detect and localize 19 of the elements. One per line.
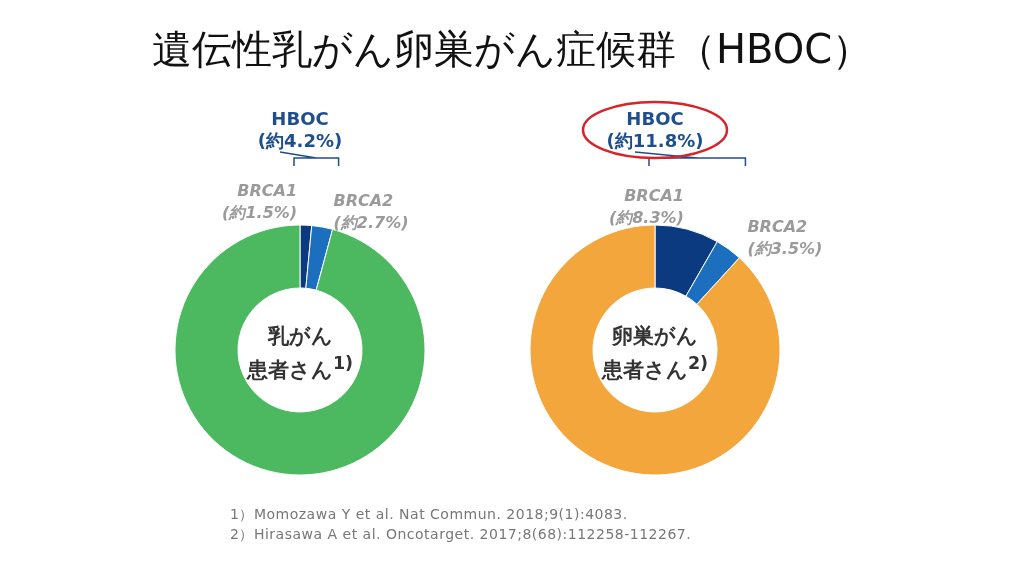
text: (約11.8%) <box>606 130 704 151</box>
text: 卵巣がん <box>612 324 698 348</box>
text: HBOC <box>626 108 684 129</box>
data-label: (約2.7%) <box>333 213 409 233</box>
slice-label: BRCA2 <box>333 191 394 211</box>
text: 患者さん$^{1)}$ <box>246 353 354 382</box>
text: 遺伝性乳がん卵巣がん症候群（HBOC） <box>150 25 874 74</box>
data-label: (約3.5%) <box>747 238 823 258</box>
data-label: (約8.3%) <box>608 208 684 228</box>
slice-label: BRCA1 <box>237 181 298 201</box>
text: 2）Hirasawa A et al. Oncotarget. 2017;8(68):112258-112267. <box>230 526 692 544</box>
text: 患者さん$^{2)}$ <box>601 353 709 382</box>
text: 1）Momozawa Y et al. Nat Commun. 2018;9(1):4083. <box>230 506 628 524</box>
text: (約4.2%) <box>257 130 343 151</box>
slice-label: BRCA2 <box>747 216 808 236</box>
slice-label: BRCA1 <box>624 186 684 206</box>
text: 乳がん <box>267 324 333 348</box>
text: HBOC <box>271 108 329 129</box>
data-label: (約1.5%) <box>222 203 298 223</box>
